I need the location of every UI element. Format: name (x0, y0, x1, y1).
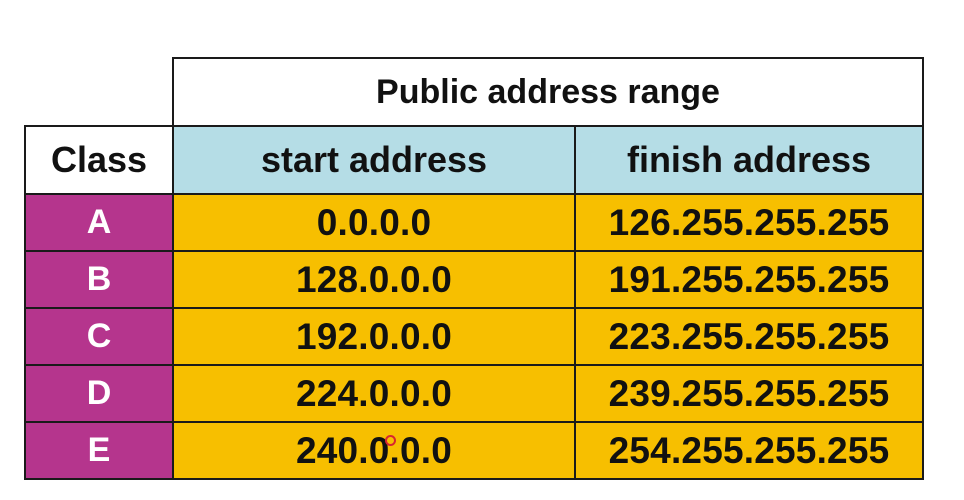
table-row: C 192.0.0.0 223.255.255.255 (24, 307, 924, 366)
finish-address-cell: 254.255.255.255 (574, 421, 924, 480)
table-row: A 0.0.0.0 126.255.255.255 (24, 193, 924, 252)
range-title-row: Public address range (25, 57, 924, 127)
finish-address-cell: 126.255.255.255 (574, 193, 924, 252)
blank-corner-cell (25, 58, 174, 127)
start-address-header: start address (172, 125, 576, 195)
class-header: Class (24, 125, 174, 195)
ip-address-class-table: Public address range Class start address… (24, 57, 924, 480)
class-cell: C (24, 307, 174, 366)
finish-address-cell: 191.255.255.255 (574, 250, 924, 309)
class-cell: A (24, 193, 174, 252)
finish-address-cell: 239.255.255.255 (574, 364, 924, 423)
finish-address-cell: 223.255.255.255 (574, 307, 924, 366)
table-row: D 224.0.0.0 239.255.255.255 (24, 364, 924, 423)
start-address-cell: 240.0.0.0 (172, 421, 576, 480)
start-address-cell: 224.0.0.0 (172, 364, 576, 423)
table-row: E 240.0.0.0 254.255.255.255 (24, 421, 924, 480)
start-address-cell: 0.0.0.0 (172, 193, 576, 252)
table-row: B 128.0.0.0 191.255.255.255 (24, 250, 924, 309)
class-cell: E (24, 421, 174, 480)
column-header-row: Class start address finish address (24, 125, 924, 195)
class-cell: B (24, 250, 174, 309)
range-title: Public address range (172, 57, 924, 127)
start-address-cell: 192.0.0.0 (172, 307, 576, 366)
class-cell: D (24, 364, 174, 423)
start-address-cell: 128.0.0.0 (172, 250, 576, 309)
mouse-pointer-dot (385, 435, 396, 446)
finish-address-header: finish address (574, 125, 924, 195)
